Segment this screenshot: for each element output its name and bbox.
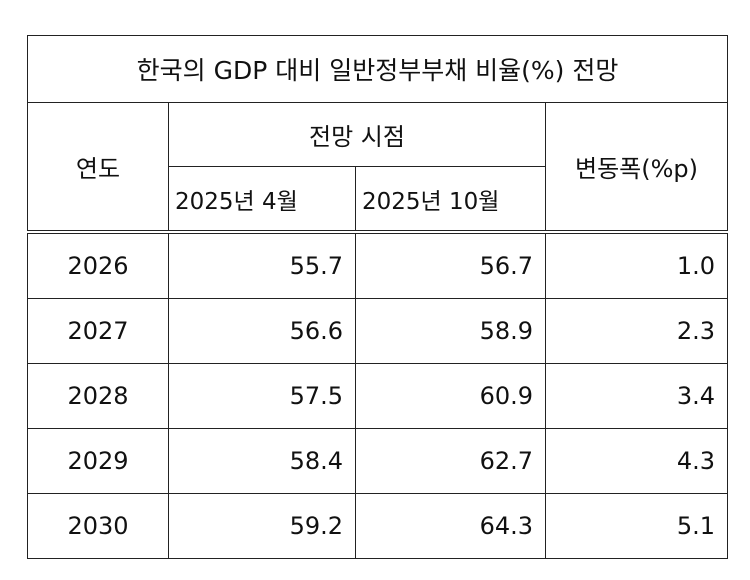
value-cell: 56.7	[355, 231, 546, 299]
table-row: 2028 57.5 60.9 3.4	[27, 363, 729, 429]
value-cell: 57.5	[168, 363, 356, 429]
year-cell: 2030	[27, 493, 169, 559]
value-cell: 62.7	[355, 428, 546, 494]
table-title: 한국의 GDP 대비 일반정부부채 비율(%) 전망	[26, 35, 729, 103]
value-cell: 58.9	[355, 298, 546, 364]
year-cell: 2027	[27, 298, 169, 364]
value-cell: 1.0	[544, 231, 729, 299]
column-header: 2025년 10월	[355, 166, 546, 234]
value-cell: 56.6	[168, 298, 356, 364]
value-cell: 5.1	[544, 493, 729, 559]
value-cell: 55.7	[168, 231, 356, 299]
table-row: 2029 58.4 62.7 4.3	[27, 428, 729, 494]
table-row: 2030 59.2 64.3 5.1	[27, 493, 729, 559]
value-cell: 60.9	[355, 363, 546, 429]
year-header: 연도	[27, 102, 169, 234]
column-header: 2025년 4월	[168, 166, 356, 234]
year-cell: 2029	[27, 428, 169, 494]
value-cell: 58.4	[168, 428, 356, 494]
debt-table: 한국의 GDP 대비 일반정부부채 비율(%) 전망 연도 전망 시점 변동폭(…	[26, 35, 729, 559]
year-cell: 2028	[27, 363, 169, 429]
forecast-header: 전망 시점	[168, 102, 546, 167]
value-cell: 3.4	[544, 363, 729, 429]
value-cell: 59.2	[168, 493, 356, 559]
year-cell: 2026	[27, 231, 169, 299]
change-header: 변동폭(%p)	[544, 102, 729, 234]
value-cell: 4.3	[544, 428, 729, 494]
value-cell: 2.3	[544, 298, 729, 364]
table-row: 2026 55.7 56.7 1.0	[27, 231, 729, 299]
table-row: 2027 56.6 58.9 2.3	[27, 298, 729, 364]
value-cell: 64.3	[355, 493, 546, 559]
